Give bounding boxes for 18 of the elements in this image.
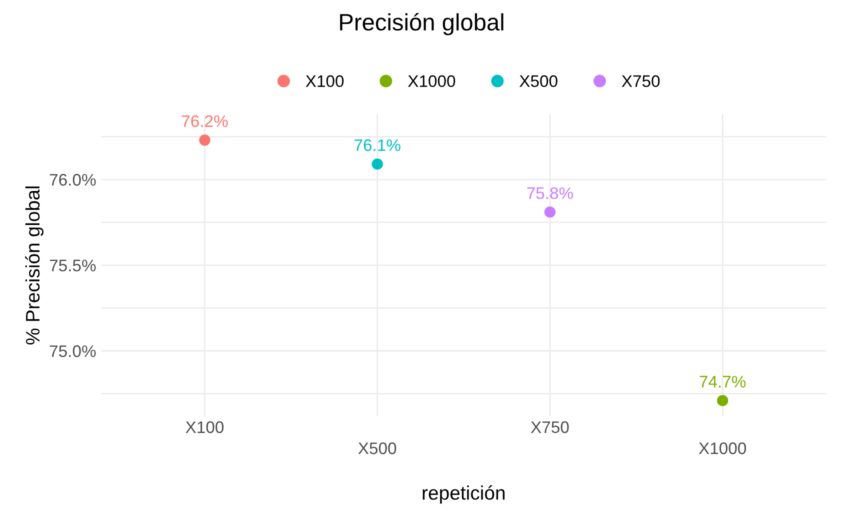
y-tick-label: 75.0% (50, 345, 96, 358)
data-label: 76.1% (354, 139, 400, 152)
data-label: 75.8% (527, 187, 573, 200)
legend-label: X500 (519, 75, 558, 88)
data-label: 74.7% (700, 376, 746, 388)
point (716, 394, 728, 406)
legend-label: X750 (622, 75, 660, 88)
point (544, 206, 556, 218)
data-label: 76.2% (182, 115, 228, 128)
point (372, 158, 383, 170)
y-tick-label: 75.5% (50, 260, 96, 272)
legend-label: X100 (306, 75, 344, 88)
x-axis-title: repetición (422, 485, 505, 504)
legend-label: X1000 (408, 75, 456, 88)
y-tick-label: 76.0% (50, 174, 96, 186)
point (199, 134, 210, 146)
chart-title: Precisión global (340, 13, 504, 36)
y-axis-title: % Precisión global (25, 186, 44, 344)
